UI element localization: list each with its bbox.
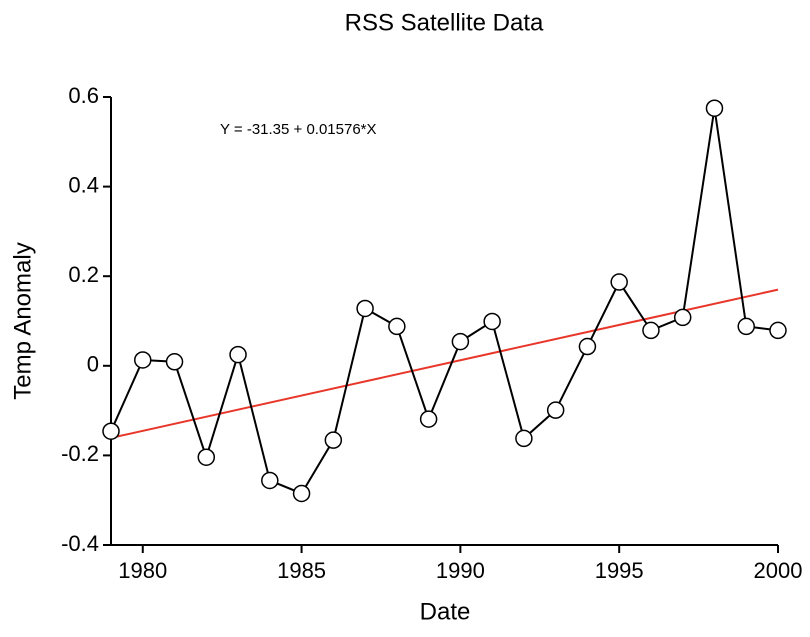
point	[737, 317, 755, 336]
y-tick-label: 0.2	[68, 262, 99, 287]
y-tick-label: 0.4	[68, 172, 99, 197]
point	[673, 308, 692, 327]
point	[578, 337, 597, 356]
point	[642, 321, 660, 340]
point	[292, 484, 311, 503]
y-tick-label: -0.4	[61, 531, 99, 556]
point	[229, 345, 247, 364]
point	[419, 410, 438, 428]
annotation: Y = -31.35 + 0.01576*X	[220, 121, 377, 138]
point	[515, 429, 533, 448]
point	[388, 317, 406, 336]
point	[769, 321, 787, 340]
y-tick-label: 0.6	[68, 83, 99, 108]
y-tick-label: 0	[87, 352, 99, 377]
y-axis-label: Temp Anomaly	[9, 242, 36, 399]
chart-title: RSS Satellite Data	[345, 9, 544, 36]
y-tick-label: -0.2	[61, 441, 99, 466]
x-axis-label: Date	[420, 598, 471, 625]
x-tick-label: 1985	[277, 558, 326, 583]
point	[546, 401, 565, 419]
data-line	[110, 108, 779, 495]
point	[197, 448, 216, 466]
point	[356, 299, 374, 318]
point	[324, 431, 343, 449]
x-tick-label: 2000	[754, 558, 803, 583]
point	[610, 273, 628, 291]
point	[483, 312, 501, 331]
point	[261, 471, 279, 490]
point	[102, 422, 120, 440]
point	[165, 353, 184, 371]
x-tick-label: 1980	[118, 558, 167, 583]
x-tick-label: 1990	[436, 558, 485, 583]
point	[705, 99, 724, 117]
x-tick-label: 1995	[595, 558, 644, 583]
point	[134, 351, 152, 369]
point	[451, 332, 470, 351]
fit-line	[110, 288, 779, 439]
